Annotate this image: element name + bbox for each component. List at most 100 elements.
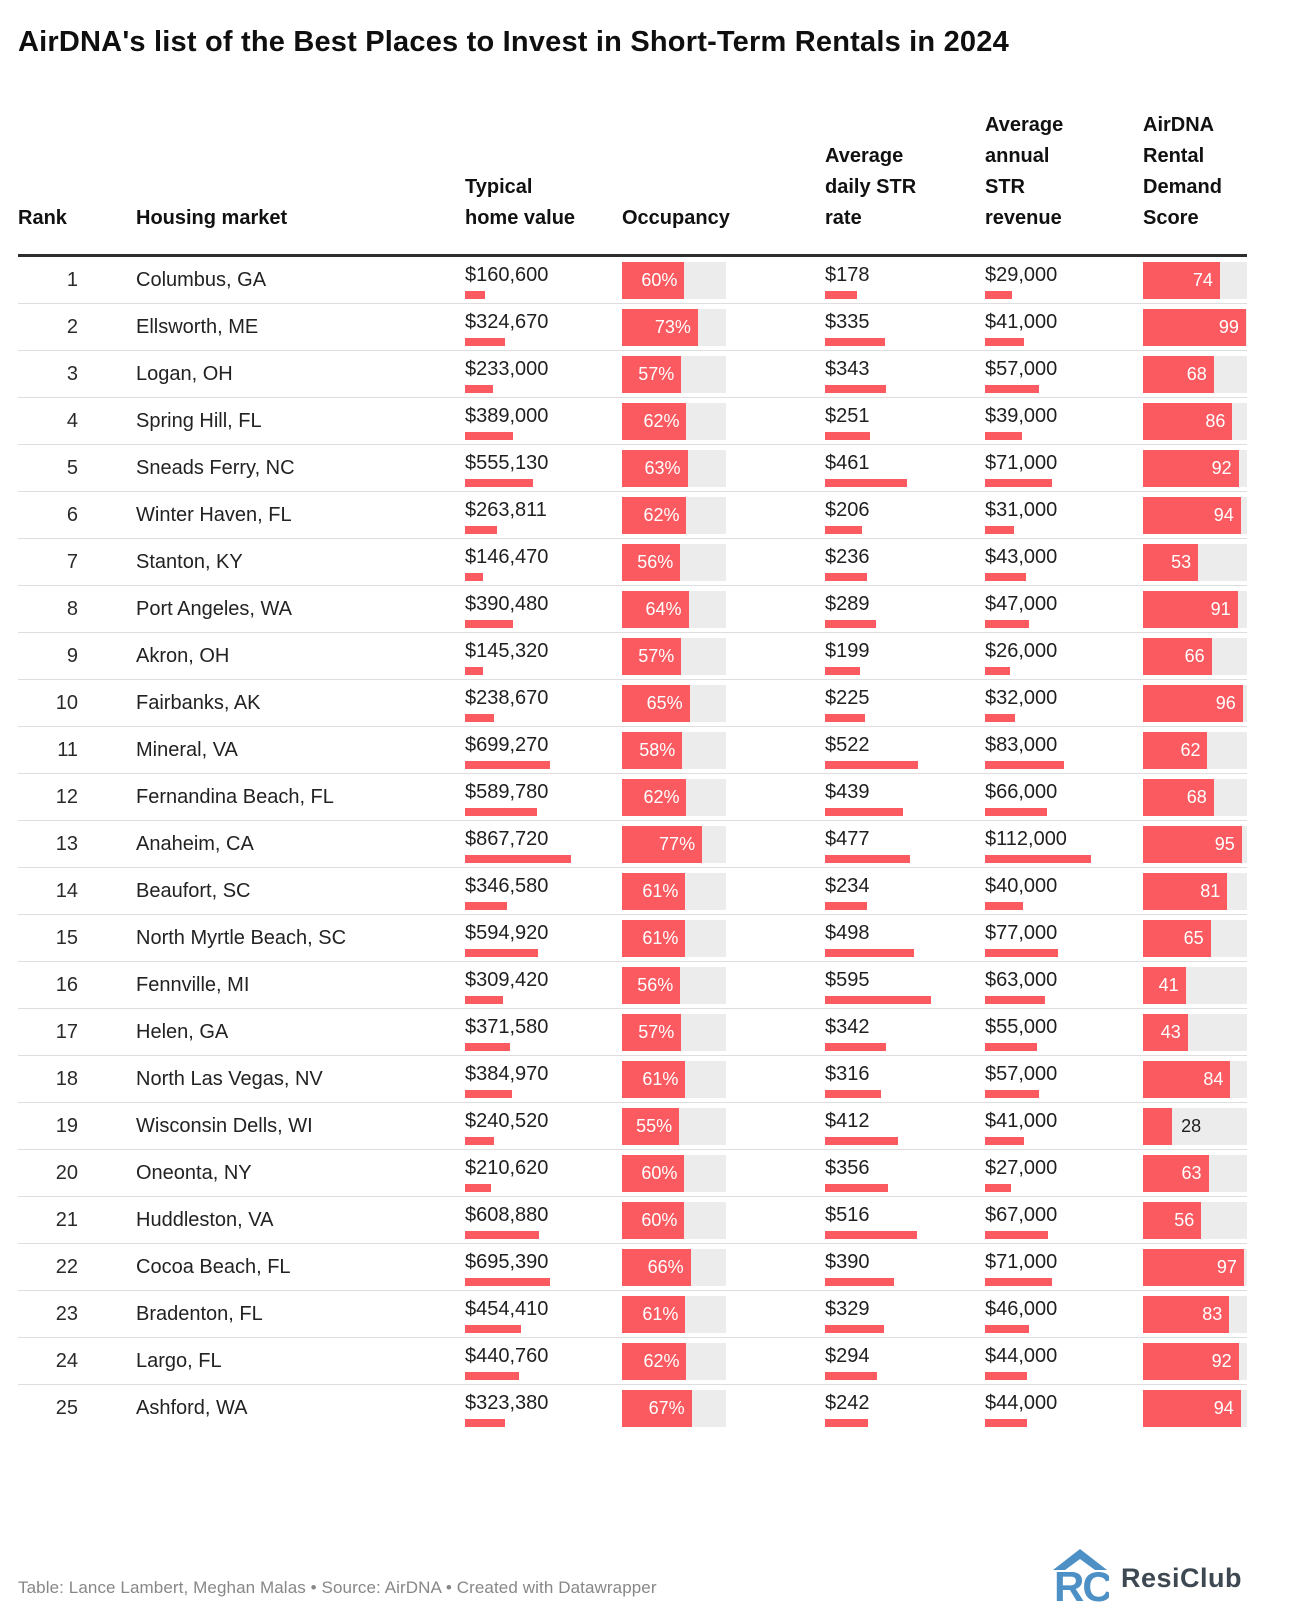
annual-revenue-text: $39,000: [985, 404, 1058, 427]
daily-rate-text: $199: [825, 639, 870, 662]
demand-score-cell: 92: [1089, 1342, 1247, 1380]
demand-score-bar: 94: [1143, 1390, 1247, 1428]
annual-revenue-text: $32,000: [985, 686, 1058, 709]
column-header-market: Housing market: [136, 207, 288, 230]
occupancy-bar: 66%: [622, 1248, 726, 1286]
housing-market-cell: Fairbanks, AK: [136, 691, 261, 714]
demand-score-label: 86: [1205, 410, 1226, 431]
demand-score-label: 99: [1218, 316, 1239, 337]
demand-score-bar: 65: [1143, 919, 1247, 957]
home-value-cell: $699,270: [425, 732, 585, 769]
home-value-cell: $309,420: [425, 967, 585, 1004]
home-value-minibar: [465, 478, 533, 487]
daily-rate-text: $206: [825, 498, 870, 521]
demand-score-bar-fill: 91: [1143, 590, 1238, 628]
demand-score-label: 92: [1211, 1350, 1232, 1371]
demand-score-label: 84: [1203, 1068, 1224, 1089]
occupancy-cell: 55%: [585, 1107, 726, 1145]
rank-cell: 9: [66, 644, 78, 667]
housing-market-cell: Helen, GA: [136, 1020, 229, 1043]
daily-rate-cell: $412: [726, 1108, 929, 1145]
table-row: 19 Wisconsin Dells, WI $240,520 55% $412…: [18, 1103, 1247, 1151]
daily-rate-text: $242: [825, 1392, 870, 1415]
daily-rate-text: $477: [825, 827, 870, 850]
housing-market-cell: Fennville, MI: [136, 973, 250, 996]
demand-score-bar: 92: [1143, 1342, 1247, 1380]
table-row: 20 Oneonta, NY $210,620 60% $356 $27,000: [18, 1150, 1247, 1198]
daily-rate-cell: $390: [726, 1249, 929, 1286]
daily-rate-minibar: [825, 713, 865, 722]
daily-rate-minibar: [825, 337, 885, 346]
table-row: 18 North Las Vegas, NV $384,970 61% $316…: [18, 1056, 1247, 1104]
demand-score-label: 92: [1211, 457, 1232, 478]
home-value-text: $555,130: [465, 451, 549, 474]
rank-cell: 16: [55, 973, 78, 996]
daily-rate-text: $234: [825, 874, 870, 897]
annual-revenue-minibar: [985, 713, 1015, 722]
annual-revenue-text: $83,000: [985, 733, 1058, 756]
annual-revenue-cell: $67,000: [929, 1202, 1089, 1239]
daily-rate-text: $461: [825, 451, 870, 474]
housing-market-cell: Cocoa Beach, FL: [136, 1255, 291, 1278]
daily-rate-minibar: [825, 619, 876, 628]
occupancy-label: 62%: [643, 410, 680, 431]
home-value-minibar: [465, 525, 497, 534]
daily-rate-text: $316: [825, 1062, 870, 1085]
annual-revenue-cell: $29,000: [929, 262, 1089, 299]
home-value-minibar: [465, 1136, 494, 1145]
occupancy-bar: 61%: [622, 1295, 726, 1333]
demand-score-bar-fill: 63: [1143, 1154, 1209, 1192]
table-row: 8 Port Angeles, WA $390,480 64% $289 $47…: [18, 586, 1247, 634]
occupancy-label: 62%: [643, 1350, 680, 1371]
daily-rate-minibar: [825, 525, 862, 534]
annual-revenue-minibar: [985, 1324, 1029, 1333]
annual-revenue-minibar: [985, 1089, 1039, 1098]
home-value-text: $238,670: [465, 686, 549, 709]
demand-score-cell: 86: [1089, 402, 1247, 440]
housing-market-cell: North Las Vegas, NV: [136, 1067, 323, 1090]
demand-score-cell: 41: [1089, 966, 1247, 1004]
rank-cell: 11: [57, 738, 78, 761]
demand-score-bar: 63: [1143, 1154, 1247, 1192]
daily-rate-cell: $522: [726, 732, 929, 769]
occupancy-label: 58%: [639, 739, 676, 760]
annual-revenue-text: $31,000: [985, 498, 1058, 521]
occupancy-bar-fill: 61%: [622, 872, 686, 910]
occupancy-label: 63%: [644, 457, 681, 478]
occupancy-label: 62%: [643, 504, 680, 525]
daily-rate-minibar: [825, 572, 867, 581]
annual-revenue-cell: $71,000: [929, 1249, 1089, 1286]
column-header-occupancy: Occupancy: [622, 207, 730, 230]
home-value-minibar: [465, 431, 513, 440]
daily-rate-text: $329: [825, 1297, 870, 1320]
home-value-text: $233,000: [465, 357, 549, 380]
demand-score-bar: 28: [1143, 1107, 1247, 1145]
home-value-cell: $608,880: [425, 1202, 585, 1239]
daily-rate-cell: $516: [726, 1202, 929, 1239]
housing-market-cell: Winter Haven, FL: [136, 503, 292, 526]
daily-rate-text: $236: [825, 545, 870, 568]
home-value-cell: $371,580: [425, 1014, 585, 1051]
occupancy-cell: 57%: [585, 355, 726, 393]
daily-rate-cell: $289: [726, 591, 929, 628]
demand-score-cell: 62: [1089, 731, 1247, 769]
annual-revenue-cell: $39,000: [929, 403, 1089, 440]
annual-revenue-cell: $44,000: [929, 1343, 1089, 1380]
annual-revenue-text: $29,000: [985, 263, 1058, 286]
daily-rate-cell: $335: [726, 309, 929, 346]
demand-score-bar-fill: 56: [1143, 1201, 1202, 1239]
occupancy-bar-fill: 55%: [622, 1107, 680, 1145]
housing-market-cell: Anaheim, CA: [136, 832, 254, 855]
home-value-cell: $695,390: [425, 1249, 585, 1286]
home-value-text: $695,390: [465, 1250, 549, 1273]
daily-rate-cell: $206: [726, 497, 929, 534]
annual-revenue-text: $41,000: [985, 1109, 1058, 1132]
home-value-text: $384,970: [465, 1062, 549, 1085]
daily-rate-minibar: [825, 478, 907, 487]
annual-revenue-cell: $66,000: [929, 779, 1089, 816]
occupancy-label: 56%: [637, 551, 674, 572]
occupancy-label: 77%: [659, 833, 696, 854]
occupancy-cell: 77%: [585, 825, 726, 863]
demand-score-bar-fill: 97: [1143, 1248, 1244, 1286]
daily-rate-text: $412: [825, 1109, 870, 1132]
